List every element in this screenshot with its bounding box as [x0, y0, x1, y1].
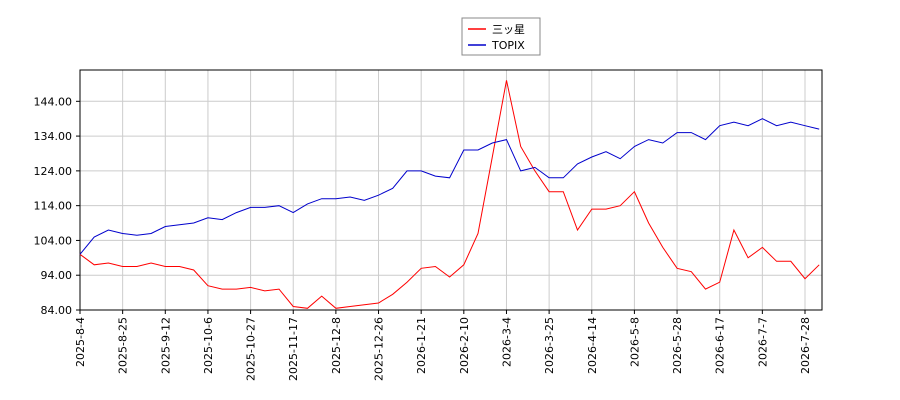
- x-tick-label: 2026-1-21: [415, 317, 428, 374]
- x-tick-label: 2025-8-4: [74, 317, 87, 367]
- y-tick-label: 144.00: [34, 95, 73, 108]
- x-tick-label: 2026-3-4: [500, 317, 513, 367]
- x-tick-label: 2025-12-26: [373, 317, 386, 381]
- series-line: [79, 118, 820, 255]
- y-tick-label: 84.00: [41, 304, 73, 317]
- x-tick-label: 2026-2-10: [458, 317, 471, 374]
- y-tick-label: 94.00: [41, 269, 73, 282]
- y-tick-label: 104.00: [34, 234, 73, 247]
- x-tick-label: 2025-8-25: [117, 317, 130, 374]
- x-tick-label: 2025-11-17: [287, 317, 300, 381]
- x-tick-label: 2026-7-7: [756, 317, 769, 367]
- x-tick-label: 2025-10-27: [245, 317, 258, 381]
- plot-frame: [79, 69, 823, 311]
- y-tick-label: 114.00: [34, 200, 73, 213]
- legend-box: [461, 17, 541, 56]
- legend-label: TOPIX: [491, 39, 525, 52]
- x-tick-label: 2025-12-8: [330, 317, 343, 374]
- x-tick-label: 2025-10-6: [202, 317, 215, 374]
- y-tick-label: 124.00: [34, 165, 73, 178]
- x-tick-label: 2026-7-28: [799, 317, 812, 374]
- x-tick-label: 2026-4-14: [586, 317, 599, 374]
- x-tick-label: 2026-6-17: [714, 317, 727, 374]
- series-line: [79, 80, 820, 309]
- legend-label: 三ッ星: [492, 23, 525, 36]
- x-tick-label: 2025-9-12: [159, 317, 172, 374]
- x-tick-label: 2026-5-28: [671, 317, 684, 374]
- x-tick-label: 2026-3-25: [543, 317, 556, 374]
- y-tick-label: 134.00: [34, 130, 73, 143]
- x-tick-label: 2026-5-8: [628, 317, 641, 367]
